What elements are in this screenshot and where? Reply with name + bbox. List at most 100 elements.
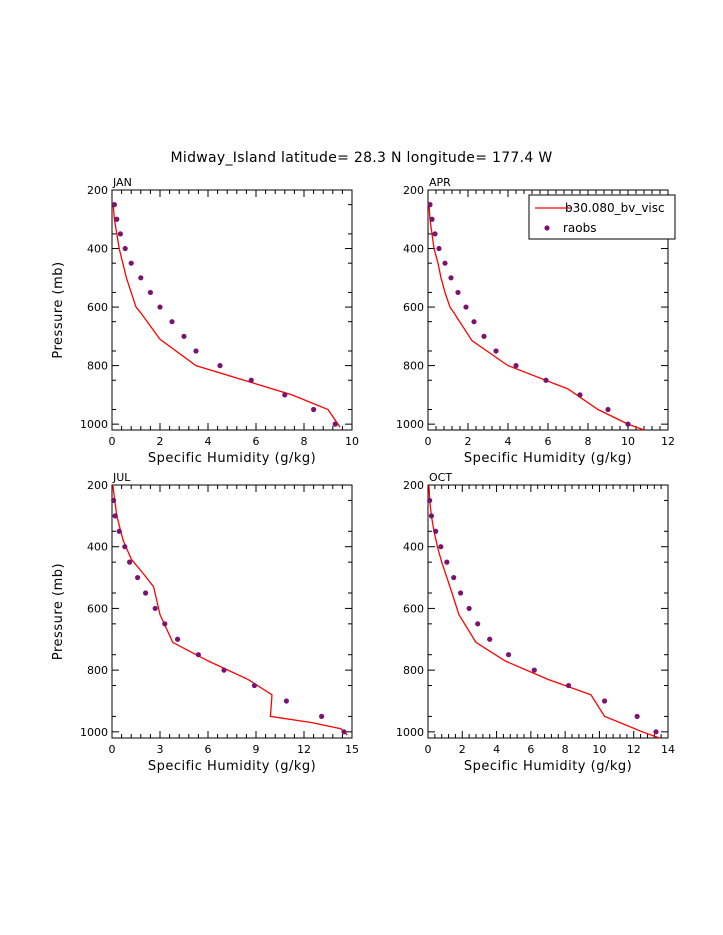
x-tick-label: 6 — [253, 435, 260, 448]
raobs-point — [471, 319, 477, 325]
raobs-point — [438, 544, 444, 550]
x-tick-label: 0 — [109, 743, 116, 756]
raobs-point — [653, 729, 659, 735]
x-tick-label: 2 — [465, 435, 472, 448]
x-tick-label: 4 — [205, 435, 212, 448]
raobs-point — [181, 333, 187, 339]
model-line — [428, 204, 645, 431]
plot-frame — [427, 484, 669, 739]
y-tick-label: 400 — [87, 541, 108, 554]
raobs-point — [111, 497, 117, 504]
y-tick-label: 1000 — [80, 726, 108, 739]
raobs-point — [122, 544, 128, 550]
panel-oct: OCT 0 2 4 6 8 10 12 14 200 400 600 800 1000 Specific H… — [396, 471, 675, 774]
raobs-point — [127, 559, 133, 565]
raobs-point — [444, 559, 450, 565]
raobs-point — [531, 667, 537, 673]
x-tick-label: 6 — [527, 743, 534, 756]
legend-obs-label: raobs — [563, 221, 597, 235]
plot-frame — [111, 189, 353, 431]
y-tick-label: 200 — [403, 479, 424, 492]
x-tick-label: 3 — [157, 743, 164, 756]
x-tick-label: 15 — [345, 743, 359, 756]
y-tick-label: 800 — [87, 360, 108, 373]
y-tick-label: 800 — [87, 664, 108, 677]
y-tick-label: 600 — [87, 301, 108, 314]
x-axis-label: Specific Humidity (g/kg) — [464, 451, 632, 466]
x-tick-label: 6 — [205, 743, 212, 756]
x-axis-label: Specific Humidity (g/kg) — [464, 759, 632, 774]
raobs-point — [505, 652, 512, 658]
raobs-point — [157, 304, 163, 310]
legend-box — [528, 194, 676, 240]
raobs-point — [138, 275, 144, 281]
x-tick-label: 10 — [621, 435, 635, 448]
panel-label: JUL — [112, 471, 131, 484]
x-tick-label: 0 — [425, 435, 432, 448]
panel-jan: JAN 0 2 4 6 8 10 200 400 600 800 1000 Specific Humid… — [51, 176, 359, 466]
model-line — [112, 484, 348, 736]
raobs-point — [221, 667, 227, 673]
raobs-point — [319, 713, 325, 720]
y-tick-label: 200 — [87, 479, 108, 492]
raobs-point — [282, 392, 288, 398]
raobs-point — [429, 216, 435, 222]
y-axis-label: Pressure (mb) — [51, 261, 66, 358]
x-tick-label: 2 — [157, 435, 164, 448]
x-tick-label: 12 — [627, 743, 641, 756]
raobs-point — [634, 713, 640, 720]
y-tick-label: 1000 — [396, 726, 424, 739]
y-tick-label: 400 — [403, 541, 424, 554]
raobs-point — [248, 377, 254, 383]
raobs-point — [455, 289, 461, 296]
x-tick-label: 2 — [459, 743, 466, 756]
y-tick-label: 600 — [87, 602, 108, 615]
panel-apr: APR 0 2 4 6 8 10 12 200 400 600 800 1000 Specific Hum… — [396, 176, 676, 466]
x-axis-label: Specific Humidity (g/kg) — [148, 759, 316, 774]
y-tick-label: 800 — [403, 664, 424, 677]
raobs-point — [175, 636, 181, 642]
raobs-point — [493, 348, 499, 354]
panel-label: JAN — [112, 176, 132, 189]
x-tick-label: 14 — [661, 743, 675, 756]
raobs-point — [195, 652, 201, 658]
y-tick-label: 800 — [403, 360, 424, 373]
x-tick-label: 8 — [562, 743, 569, 756]
raobs-point — [162, 621, 168, 627]
model-line — [428, 484, 660, 739]
raobs-point — [152, 605, 158, 612]
raobs-point — [135, 574, 141, 581]
raobs-point — [283, 698, 289, 704]
raobs-point — [311, 406, 317, 413]
x-tick-label: 4 — [493, 743, 500, 756]
raobs-point — [143, 590, 149, 596]
raobs-point — [427, 497, 433, 504]
legend-dot-swatch — [544, 225, 550, 231]
raobs-point — [466, 605, 472, 612]
raobs-point — [432, 231, 438, 237]
raobs-point — [251, 682, 257, 689]
y-tick-label: 600 — [403, 602, 424, 615]
x-tick-label: 10 — [345, 435, 359, 448]
raobs-point — [436, 245, 442, 252]
raobs-point — [577, 392, 583, 398]
raobs-point — [193, 348, 199, 354]
panel-label: APR — [429, 176, 451, 189]
y-tick-label: 1000 — [80, 418, 108, 431]
y-tick-label: 1000 — [396, 418, 424, 431]
x-axis-label: Specific Humidity (g/kg) — [148, 451, 316, 466]
panel-label: OCT — [429, 471, 452, 484]
raobs-point — [601, 698, 608, 704]
raobs-point — [332, 421, 338, 427]
x-tick-label: 0 — [425, 743, 432, 756]
raobs-point — [117, 231, 123, 237]
raobs-point — [114, 216, 120, 222]
raobs-point — [463, 304, 469, 310]
x-tick-label: 0 — [109, 435, 116, 448]
y-axis-label: Pressure (mb) — [51, 563, 66, 660]
raobs-point — [481, 333, 487, 339]
y-tick-label: 400 — [403, 243, 424, 256]
x-tick-label: 8 — [301, 435, 308, 448]
